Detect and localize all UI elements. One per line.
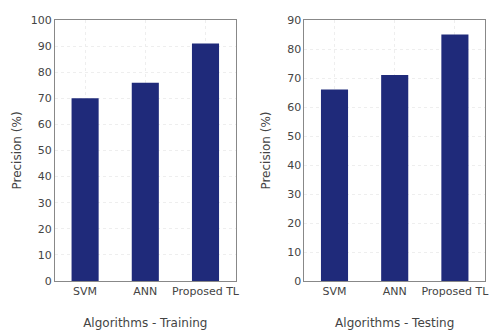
svg-text:60: 60: [287, 101, 301, 114]
svg-text:90: 90: [287, 14, 301, 27]
svg-text:30: 30: [38, 197, 52, 210]
svg-text:50: 50: [287, 130, 301, 143]
svg-text:40: 40: [287, 159, 301, 172]
svg-text:40: 40: [38, 170, 52, 183]
svg-text:0: 0: [45, 275, 52, 288]
svg-text:Proposed TL: Proposed TL: [421, 285, 489, 298]
svg-text:20: 20: [287, 217, 301, 230]
svg-text:SVM: SVM: [73, 285, 97, 298]
svg-text:20: 20: [38, 223, 52, 236]
svg-text:60: 60: [38, 118, 52, 131]
svg-text:80: 80: [287, 43, 301, 56]
svg-text:Precision (%): Precision (%): [10, 111, 24, 189]
svg-text:10: 10: [38, 249, 52, 262]
svg-text:ANN: ANN: [383, 285, 407, 298]
svg-text:70: 70: [38, 92, 52, 105]
svg-text:100: 100: [31, 14, 52, 27]
svg-text:Proposed TL: Proposed TL: [172, 285, 240, 298]
svg-text:80: 80: [38, 66, 52, 79]
svg-text:70: 70: [287, 72, 301, 85]
svg-text:90: 90: [38, 40, 52, 53]
svg-text:0: 0: [294, 275, 301, 288]
svg-text:10: 10: [287, 246, 301, 259]
svg-text:ANN: ANN: [133, 285, 157, 298]
svg-text:50: 50: [38, 144, 52, 157]
svg-text:30: 30: [287, 188, 301, 201]
svg-text:SVM: SVM: [323, 285, 347, 298]
svg-text:Algorithms - Training: Algorithms - Training: [83, 316, 207, 330]
svg-text:Precision (%): Precision (%): [259, 111, 273, 189]
svg-text:Algorithms - Testing: Algorithms - Testing: [335, 316, 454, 330]
